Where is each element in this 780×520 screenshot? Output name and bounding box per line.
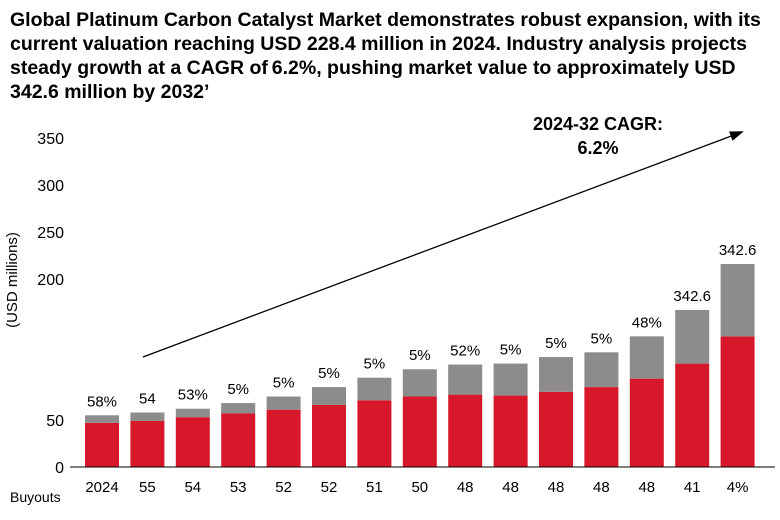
y-tick-label: 200 <box>37 272 64 289</box>
bar-value-label: 5% <box>273 375 295 392</box>
bar-segment-top <box>720 263 755 337</box>
bar-segment-top <box>85 415 119 423</box>
bar-segment-bottom <box>675 363 710 467</box>
bar-segment-top <box>584 352 619 388</box>
bar-value-label: 5% <box>227 381 249 398</box>
bar-value-label: 54 <box>139 390 156 407</box>
bar-segment-top <box>675 310 710 364</box>
x-tick-label: 2024 <box>85 479 118 496</box>
bar-segment-top <box>266 396 301 410</box>
x-tick-label: 48 <box>593 479 610 496</box>
bar-segment-top <box>448 364 483 395</box>
bar-value-label: 5% <box>409 347 431 364</box>
bar-segment-bottom <box>175 417 210 467</box>
cagr-arrow <box>142 131 744 358</box>
y-tick-label: 250 <box>37 225 64 242</box>
bar-value-label: 342.6 <box>673 288 711 305</box>
x-tick-label: 50 <box>411 479 428 496</box>
bar-segment-bottom <box>402 396 437 467</box>
y-tick-label: 350 <box>37 131 64 148</box>
bar-value-label: 53% <box>178 387 208 404</box>
y-axis-title: (USD millions) <box>4 232 21 328</box>
x-tick-label: 55 <box>139 479 156 496</box>
bar-segment-top <box>312 387 346 405</box>
y-axis: 0 50 200 250 300 350 <box>37 131 64 477</box>
bar-segment-top <box>175 408 210 418</box>
bar-segment-bottom <box>130 420 165 467</box>
bar-value-label: 5% <box>500 342 522 359</box>
x-tick-label: 41 <box>684 479 701 496</box>
chart-title: Global Platinum Carbon Catalyst Market d… <box>10 9 761 103</box>
bar-segment-bottom <box>584 387 619 467</box>
bar-value-label: 5% <box>318 365 340 382</box>
bar-value-label: 52% <box>450 343 480 360</box>
x-tick-label: 51 <box>366 479 383 496</box>
bar-segment-top <box>357 377 392 401</box>
bar-segment-bottom <box>539 391 573 467</box>
bar-segment-bottom <box>720 336 755 467</box>
bar-segment-top <box>130 412 165 421</box>
cagr-annotation-line2: 6.2% <box>577 138 618 158</box>
bar-value-label: 5% <box>364 356 386 373</box>
y-tick-label: 300 <box>37 178 64 195</box>
bar-segment-top <box>221 403 256 414</box>
bar-segment-top <box>539 357 573 392</box>
x-tick-label: 52 <box>321 479 338 496</box>
y-tick-label: 50 <box>46 413 64 430</box>
bar-segment-bottom <box>357 400 392 467</box>
bar-segment-top <box>493 363 528 396</box>
x-tick-label: 52 <box>275 479 292 496</box>
cagr-annotation-line1: 2024-32 CAGR: <box>533 114 663 134</box>
bar-segment-bottom <box>493 395 528 467</box>
bar-segment-top <box>402 369 437 397</box>
bar-segment-bottom <box>448 394 483 467</box>
bar-value-label: 342.6 <box>719 242 757 259</box>
x-tick-label: 48 <box>638 479 655 496</box>
x-axis-categories: 2024 55 54 53 52 52 51 50 48 48 48 48 48 41 4% <box>85 479 748 496</box>
x-tick-label: 48 <box>457 479 474 496</box>
bar-segment-bottom <box>266 409 301 467</box>
x-tick-label: 48 <box>502 479 519 496</box>
bar-value-label: 5% <box>545 335 567 352</box>
x-tick-label: 48 <box>548 479 565 496</box>
y-tick-label: 0 <box>55 460 64 477</box>
x-tick-label: 53 <box>230 479 247 496</box>
bar-value-label: 48% <box>632 314 662 331</box>
bar-segment-top <box>629 336 664 379</box>
bar-value-label: 58% <box>87 393 117 410</box>
x-axis-title: Buyouts <box>10 489 61 505</box>
bars <box>85 263 755 467</box>
bar-segment-bottom <box>629 378 664 467</box>
bar-value-label: 5% <box>591 330 613 347</box>
bar-labels: 58% 54 53% 5% 5% 5% 5% 5% 52% 5% 5% 5% 48% 342.6 342.6 <box>87 242 756 410</box>
x-tick-label: 54 <box>184 479 201 496</box>
x-tick-label: 4% <box>727 479 749 496</box>
bar-segment-bottom <box>312 404 346 467</box>
bar-segment-bottom <box>85 422 119 467</box>
bar-segment-bottom <box>221 413 256 467</box>
